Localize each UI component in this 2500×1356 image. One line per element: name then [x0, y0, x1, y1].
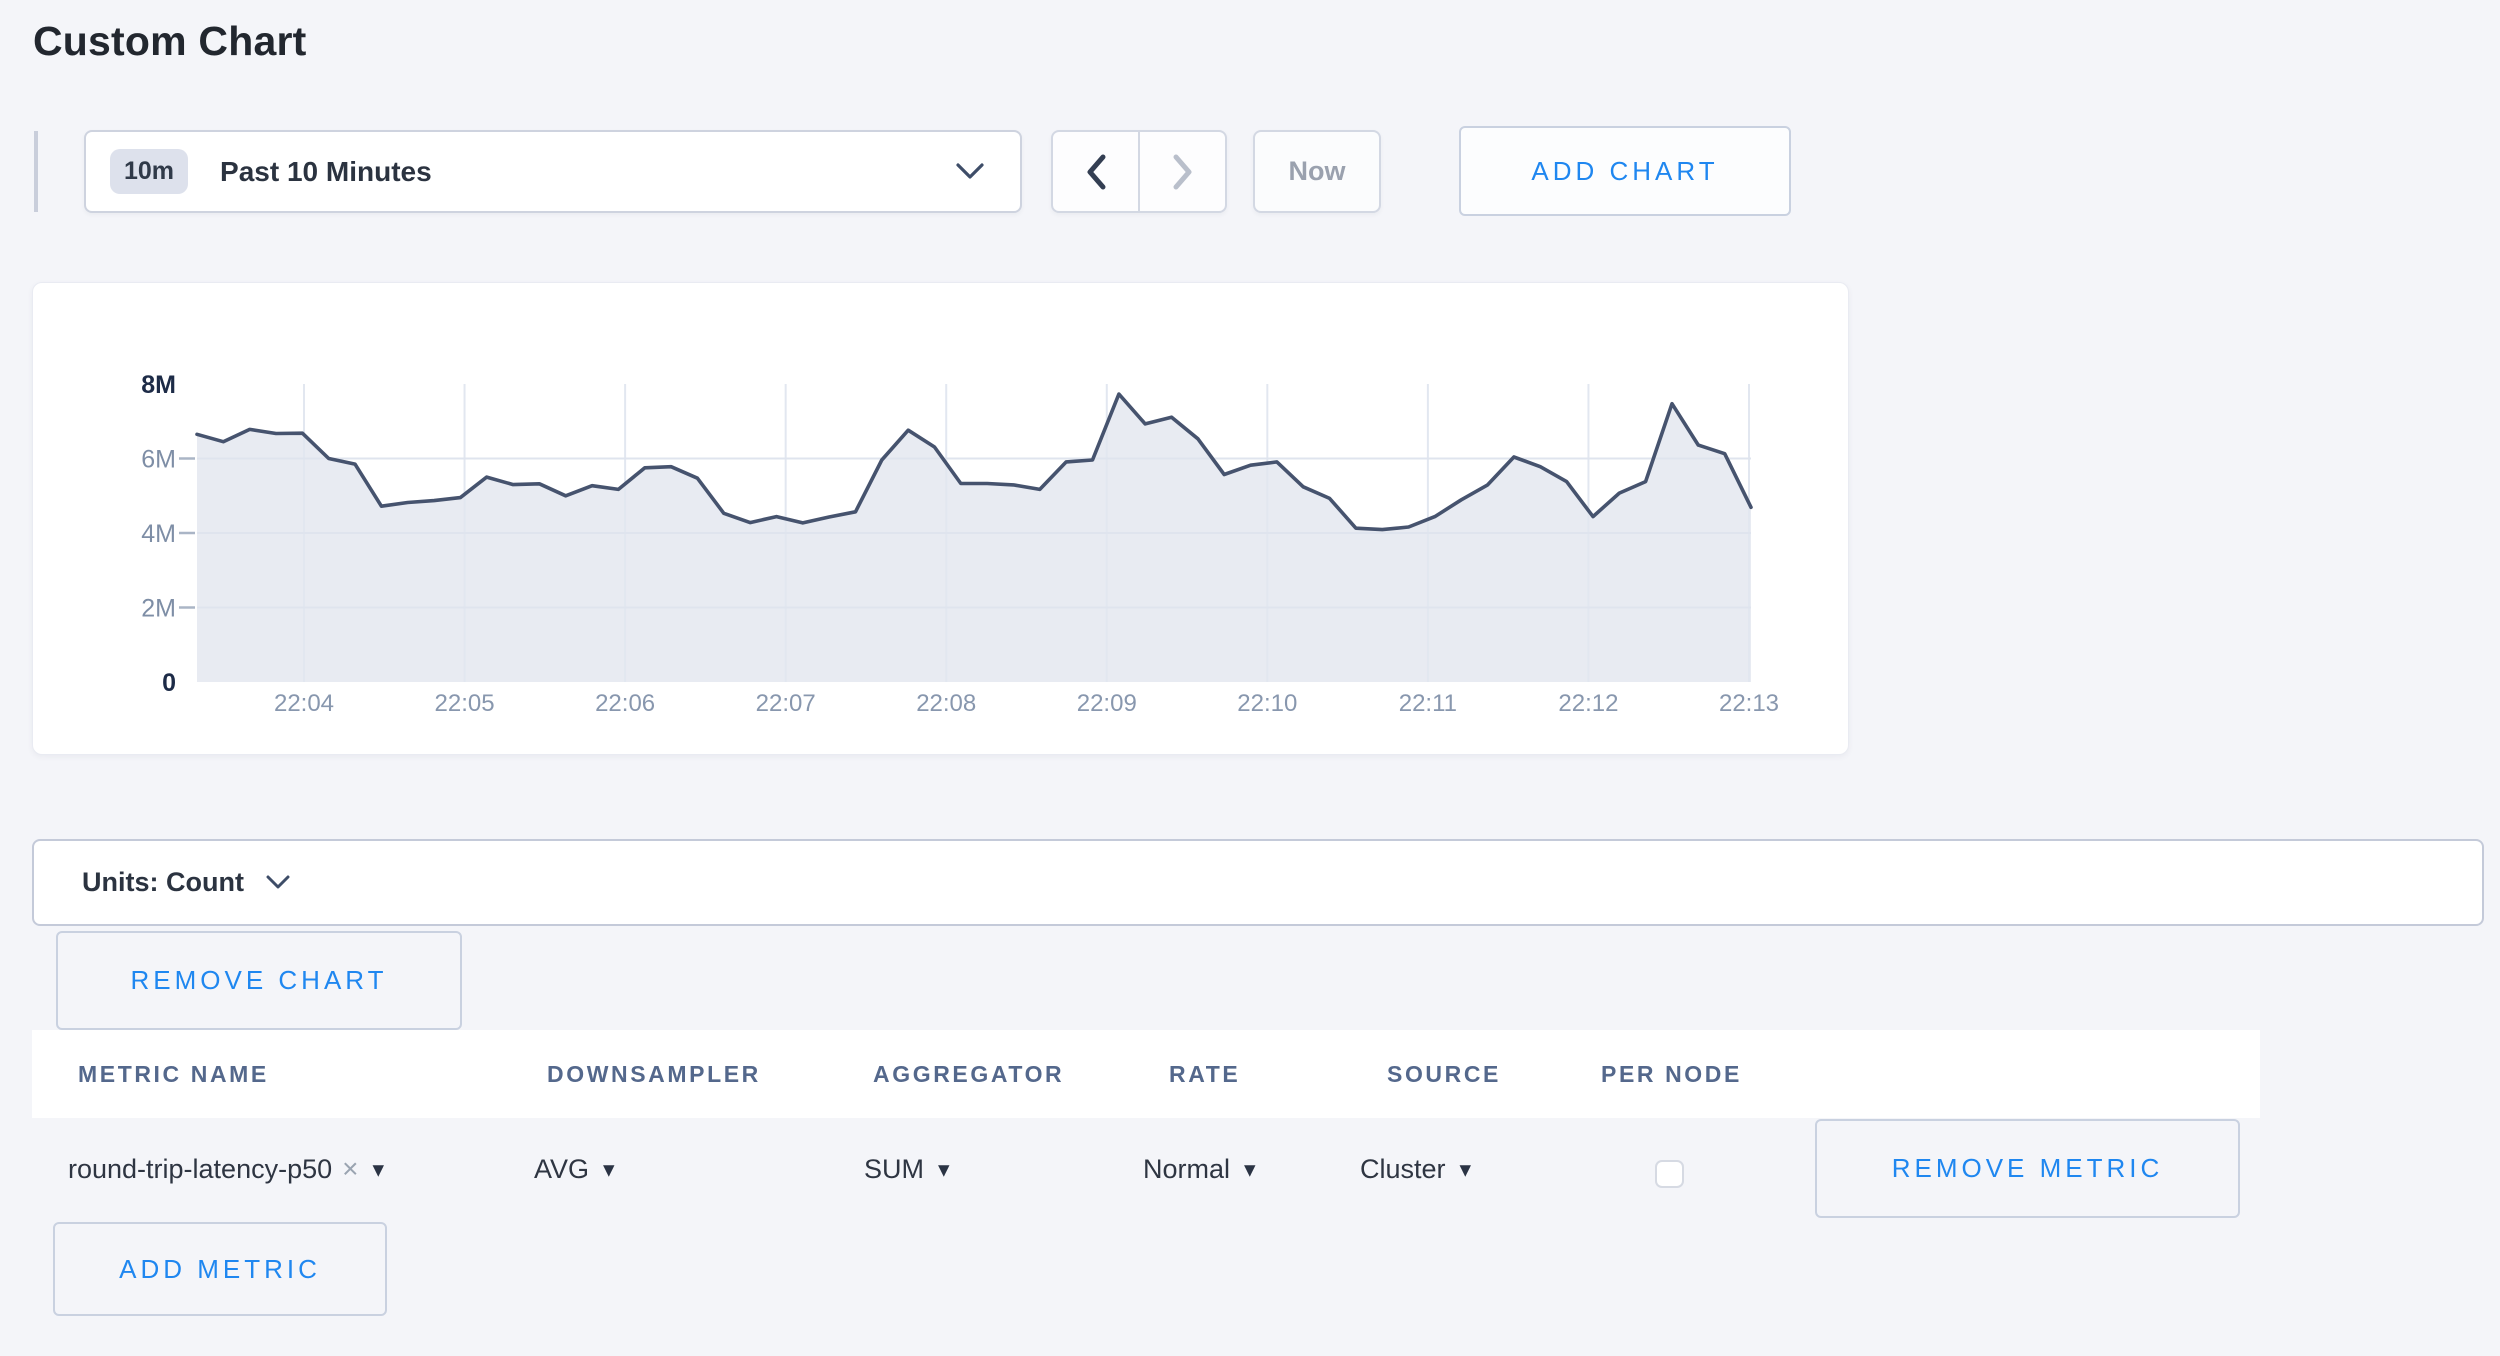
source-select[interactable]: Cluster ▾	[1360, 1138, 1471, 1200]
col-header-source: SOURCE	[1387, 1060, 1502, 1087]
svg-text:22:09: 22:09	[1077, 690, 1137, 717]
chevron-right-icon	[1173, 154, 1191, 189]
remove-metric-button[interactable]: REMOVE METRIC	[1815, 1119, 2240, 1218]
svg-text:22:05: 22:05	[435, 690, 495, 717]
col-header-metric-name: METRIC NAME	[78, 1060, 269, 1087]
metric-name-select[interactable]: round-trip-latency-p50 × ▾	[68, 1138, 384, 1200]
downsampler-select[interactable]: AVG ▾	[534, 1138, 615, 1200]
latency-area-chart: 0 2M 4M 6M 8M 22:04 22:05 22:06 22:07 22:08 22:09 2…	[141, 371, 1779, 717]
chevron-down-icon	[956, 163, 984, 179]
custom-chart-card: 0 2M 4M 6M 8M 22:04 22:05 22:06 22:07 22:08 22:09 2…	[32, 282, 1849, 755]
rate-select[interactable]: Normal ▾	[1143, 1138, 1256, 1200]
caret-down-icon: ▾	[1244, 1155, 1256, 1182]
next-time-button[interactable]	[1140, 132, 1225, 211]
metric-name-value: round-trip-latency-p50	[68, 1153, 333, 1184]
close-icon[interactable]: ×	[342, 1153, 359, 1184]
toolbar-left-divider	[34, 131, 38, 212]
prev-time-button[interactable]	[1053, 132, 1140, 211]
time-range-select[interactable]: 10m Past 10 Minutes	[84, 130, 1022, 213]
aggregator-select[interactable]: SUM ▾	[864, 1138, 950, 1200]
chevron-down-icon	[266, 875, 290, 889]
svg-text:22:07: 22:07	[756, 690, 816, 717]
units-select[interactable]: Units: Count	[32, 839, 2484, 926]
downsampler-value: AVG	[534, 1153, 590, 1184]
units-label: Units: Count	[82, 867, 244, 897]
time-range-label: Past 10 Minutes	[220, 155, 432, 187]
per-node-checkbox[interactable]	[1655, 1160, 1684, 1188]
page-title: Custom Chart	[33, 18, 307, 64]
chevron-left-icon	[1087, 154, 1105, 189]
caret-down-icon: ▾	[1459, 1155, 1472, 1182]
svg-text:22:06: 22:06	[595, 690, 655, 717]
svg-text:4M: 4M	[141, 520, 176, 548]
source-value: Cluster	[1360, 1153, 1446, 1184]
svg-text:0: 0	[162, 669, 176, 697]
svg-text:6M: 6M	[141, 446, 176, 474]
svg-text:8M: 8M	[141, 371, 176, 399]
metrics-table-header: METRIC NAME DOWNSAMPLER AGGREGATOR RATE …	[32, 1030, 2260, 1118]
svg-text:22:13: 22:13	[1719, 690, 1779, 717]
svg-text:22:12: 22:12	[1558, 690, 1618, 717]
caret-down-icon: ▾	[372, 1155, 385, 1182]
aggregator-value: SUM	[864, 1153, 924, 1184]
svg-text:22:08: 22:08	[916, 690, 976, 717]
col-header-rate: RATE	[1169, 1060, 1241, 1087]
remove-chart-button[interactable]: REMOVE CHART	[56, 931, 462, 1030]
svg-text:22:10: 22:10	[1237, 690, 1297, 717]
add-metric-button[interactable]: ADD METRIC	[53, 1222, 387, 1316]
caret-down-icon: ▾	[938, 1155, 950, 1182]
caret-down-icon: ▾	[603, 1155, 615, 1182]
rate-value: Normal	[1143, 1153, 1231, 1184]
svg-text:22:11: 22:11	[1399, 690, 1457, 717]
now-button[interactable]: Now	[1253, 130, 1381, 213]
svg-text:22:04: 22:04	[274, 690, 334, 717]
col-header-downsampler: DOWNSAMPLER	[547, 1060, 761, 1087]
time-nav-group	[1051, 130, 1227, 213]
col-header-per-node: PER NODE	[1601, 1060, 1742, 1087]
col-header-aggregator: AGGREGATOR	[873, 1060, 1065, 1087]
svg-text:2M: 2M	[141, 595, 176, 623]
add-chart-button[interactable]: ADD CHART	[1459, 126, 1791, 216]
time-range-badge: 10m	[110, 149, 189, 194]
